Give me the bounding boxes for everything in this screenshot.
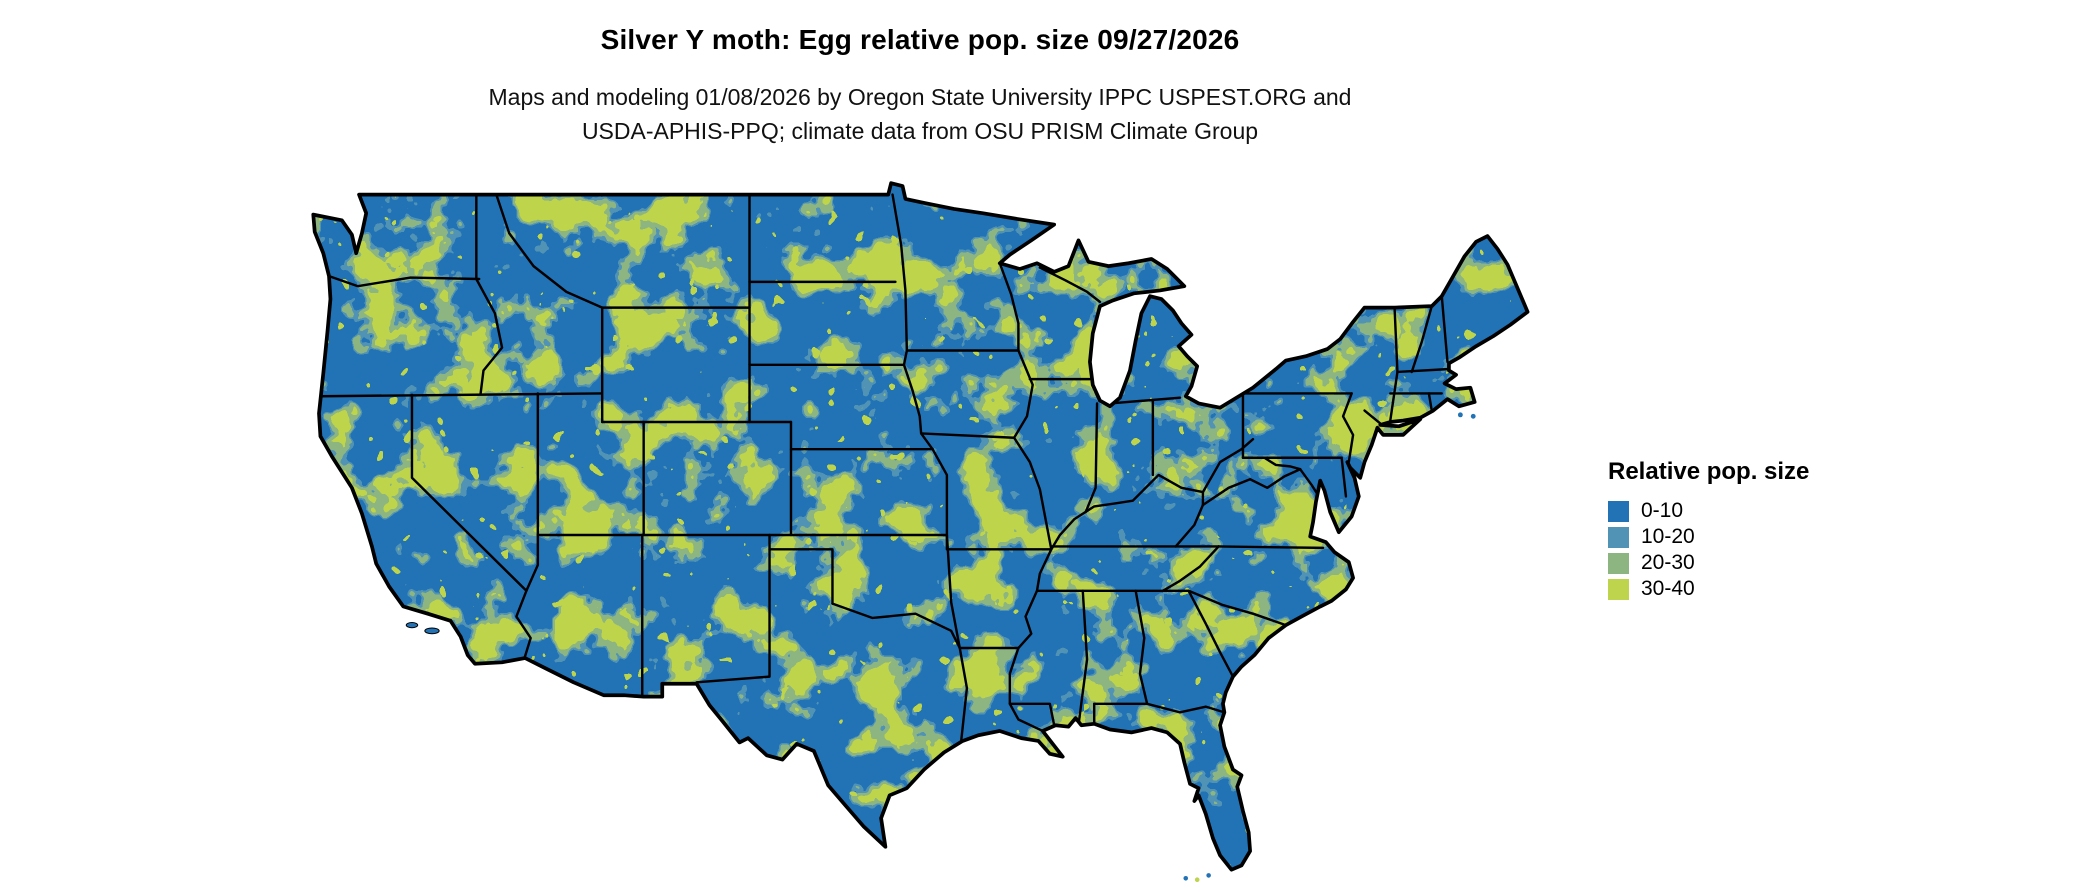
header: Silver Y moth: Egg relative pop. size 09… <box>60 24 1780 148</box>
legend-swatch <box>1608 500 1629 522</box>
offshore-islands <box>405 412 1476 882</box>
legend-item: 30-40 <box>1608 576 1809 602</box>
legend-title: Relative pop. size <box>1608 458 1810 485</box>
state-borders <box>319 193 1449 743</box>
conus-outline <box>311 181 1530 872</box>
map-subtitle-line-2: USDA-APHIS-PPQ; climate data from OSU PR… <box>581 118 1259 144</box>
legend: Relative pop. size 0-10 10-20 20-30 30-4… <box>1608 458 1809 602</box>
map-subtitle: Maps and modeling 01/08/2026 by Oregon S… <box>60 80 1780 148</box>
legend-label: 30-40 <box>1641 577 1695 600</box>
legend-items: 0-10 10-20 20-30 30-40 <box>1608 498 1809 602</box>
map-title: Silver Y moth: Egg relative pop. size 09… <box>600 24 1240 55</box>
us-map <box>268 166 1570 884</box>
legend-item: 20-30 <box>1608 550 1809 576</box>
legend-swatch <box>1608 526 1629 548</box>
legend-swatch <box>1608 578 1629 600</box>
legend-item: 0-10 <box>1608 498 1809 524</box>
legend-swatch <box>1608 552 1629 574</box>
us-map-svg <box>311 181 1530 882</box>
legend-label: 20-30 <box>1641 551 1695 574</box>
map-subtitle-line-1: Maps and modeling 01/08/2026 by Oregon S… <box>488 84 1352 110</box>
legend-item: 10-20 <box>1608 524 1809 550</box>
legend-label: 10-20 <box>1641 525 1695 548</box>
legend-label: 0-10 <box>1641 499 1684 522</box>
